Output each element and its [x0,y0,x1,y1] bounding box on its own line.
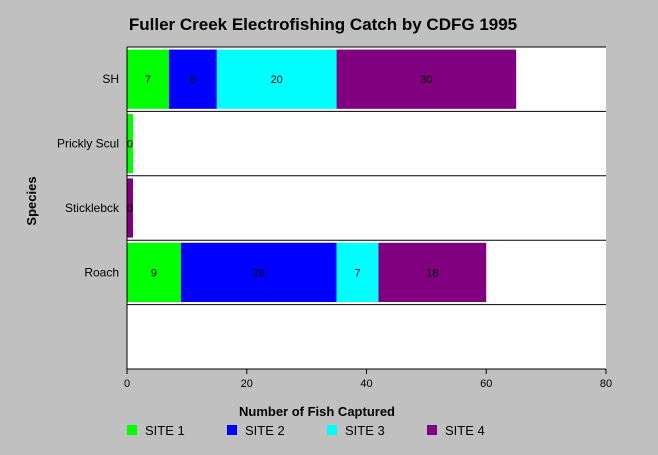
category-label: Sticklebck [65,201,120,215]
x-tick-label: 60 [480,378,492,390]
bar-segment [378,242,487,303]
chart-title: Fuller Creek Electrofishing Catch by CDF… [129,15,517,34]
data-label: 26 [253,267,265,279]
data-label: 8 [190,74,196,86]
bars [127,49,517,303]
x-tick-label: 20 [241,378,253,390]
legend-label: SITE 4 [445,423,485,438]
bar-segment [127,113,133,174]
data-label: 7 [145,74,151,86]
legend-label: SITE 1 [145,423,185,438]
bar-segment [127,178,133,238]
bar-segment [216,49,337,109]
data-label: 9 [151,267,157,279]
bar-segment [180,242,337,303]
x-tick-label: 0 [124,378,130,390]
y-axis-title: Species [24,176,39,225]
data-label: 7 [354,267,360,279]
bar-segment [168,49,217,109]
category-label: Roach [84,265,119,279]
data-label: 18 [426,267,438,279]
value-labels: 7 8 20 30 0 0 9 26 7 18 [127,74,439,279]
bar-segment [336,242,379,303]
x-axis-title: Number of Fish Captured [239,404,395,419]
data-label: 0 [127,139,133,151]
legend-label: SITE 3 [345,423,385,438]
legend-label: SITE 2 [245,423,285,438]
category-labels: SH Prickly Scul Sticklebck Roach [57,72,120,279]
legend-swatch [127,425,137,435]
x-tick-label: 40 [360,378,372,390]
data-label: 20 [271,74,283,86]
bar-segment [127,242,181,303]
data-label: 0 [127,203,133,215]
x-tick-label: 80 [600,378,612,390]
legend: SITE 1 SITE 2 SITE 3 SITE 4 [127,423,485,438]
category-label: SH [102,72,119,86]
category-label: Prickly Scul [57,137,119,151]
legend-swatch [227,425,237,435]
data-label: 30 [420,74,432,86]
x-axis: 0 20 40 60 80 [124,47,612,390]
bar-segment [127,49,169,109]
bar-segment [336,49,517,109]
legend-swatch [327,425,337,435]
legend-swatch [427,425,437,435]
